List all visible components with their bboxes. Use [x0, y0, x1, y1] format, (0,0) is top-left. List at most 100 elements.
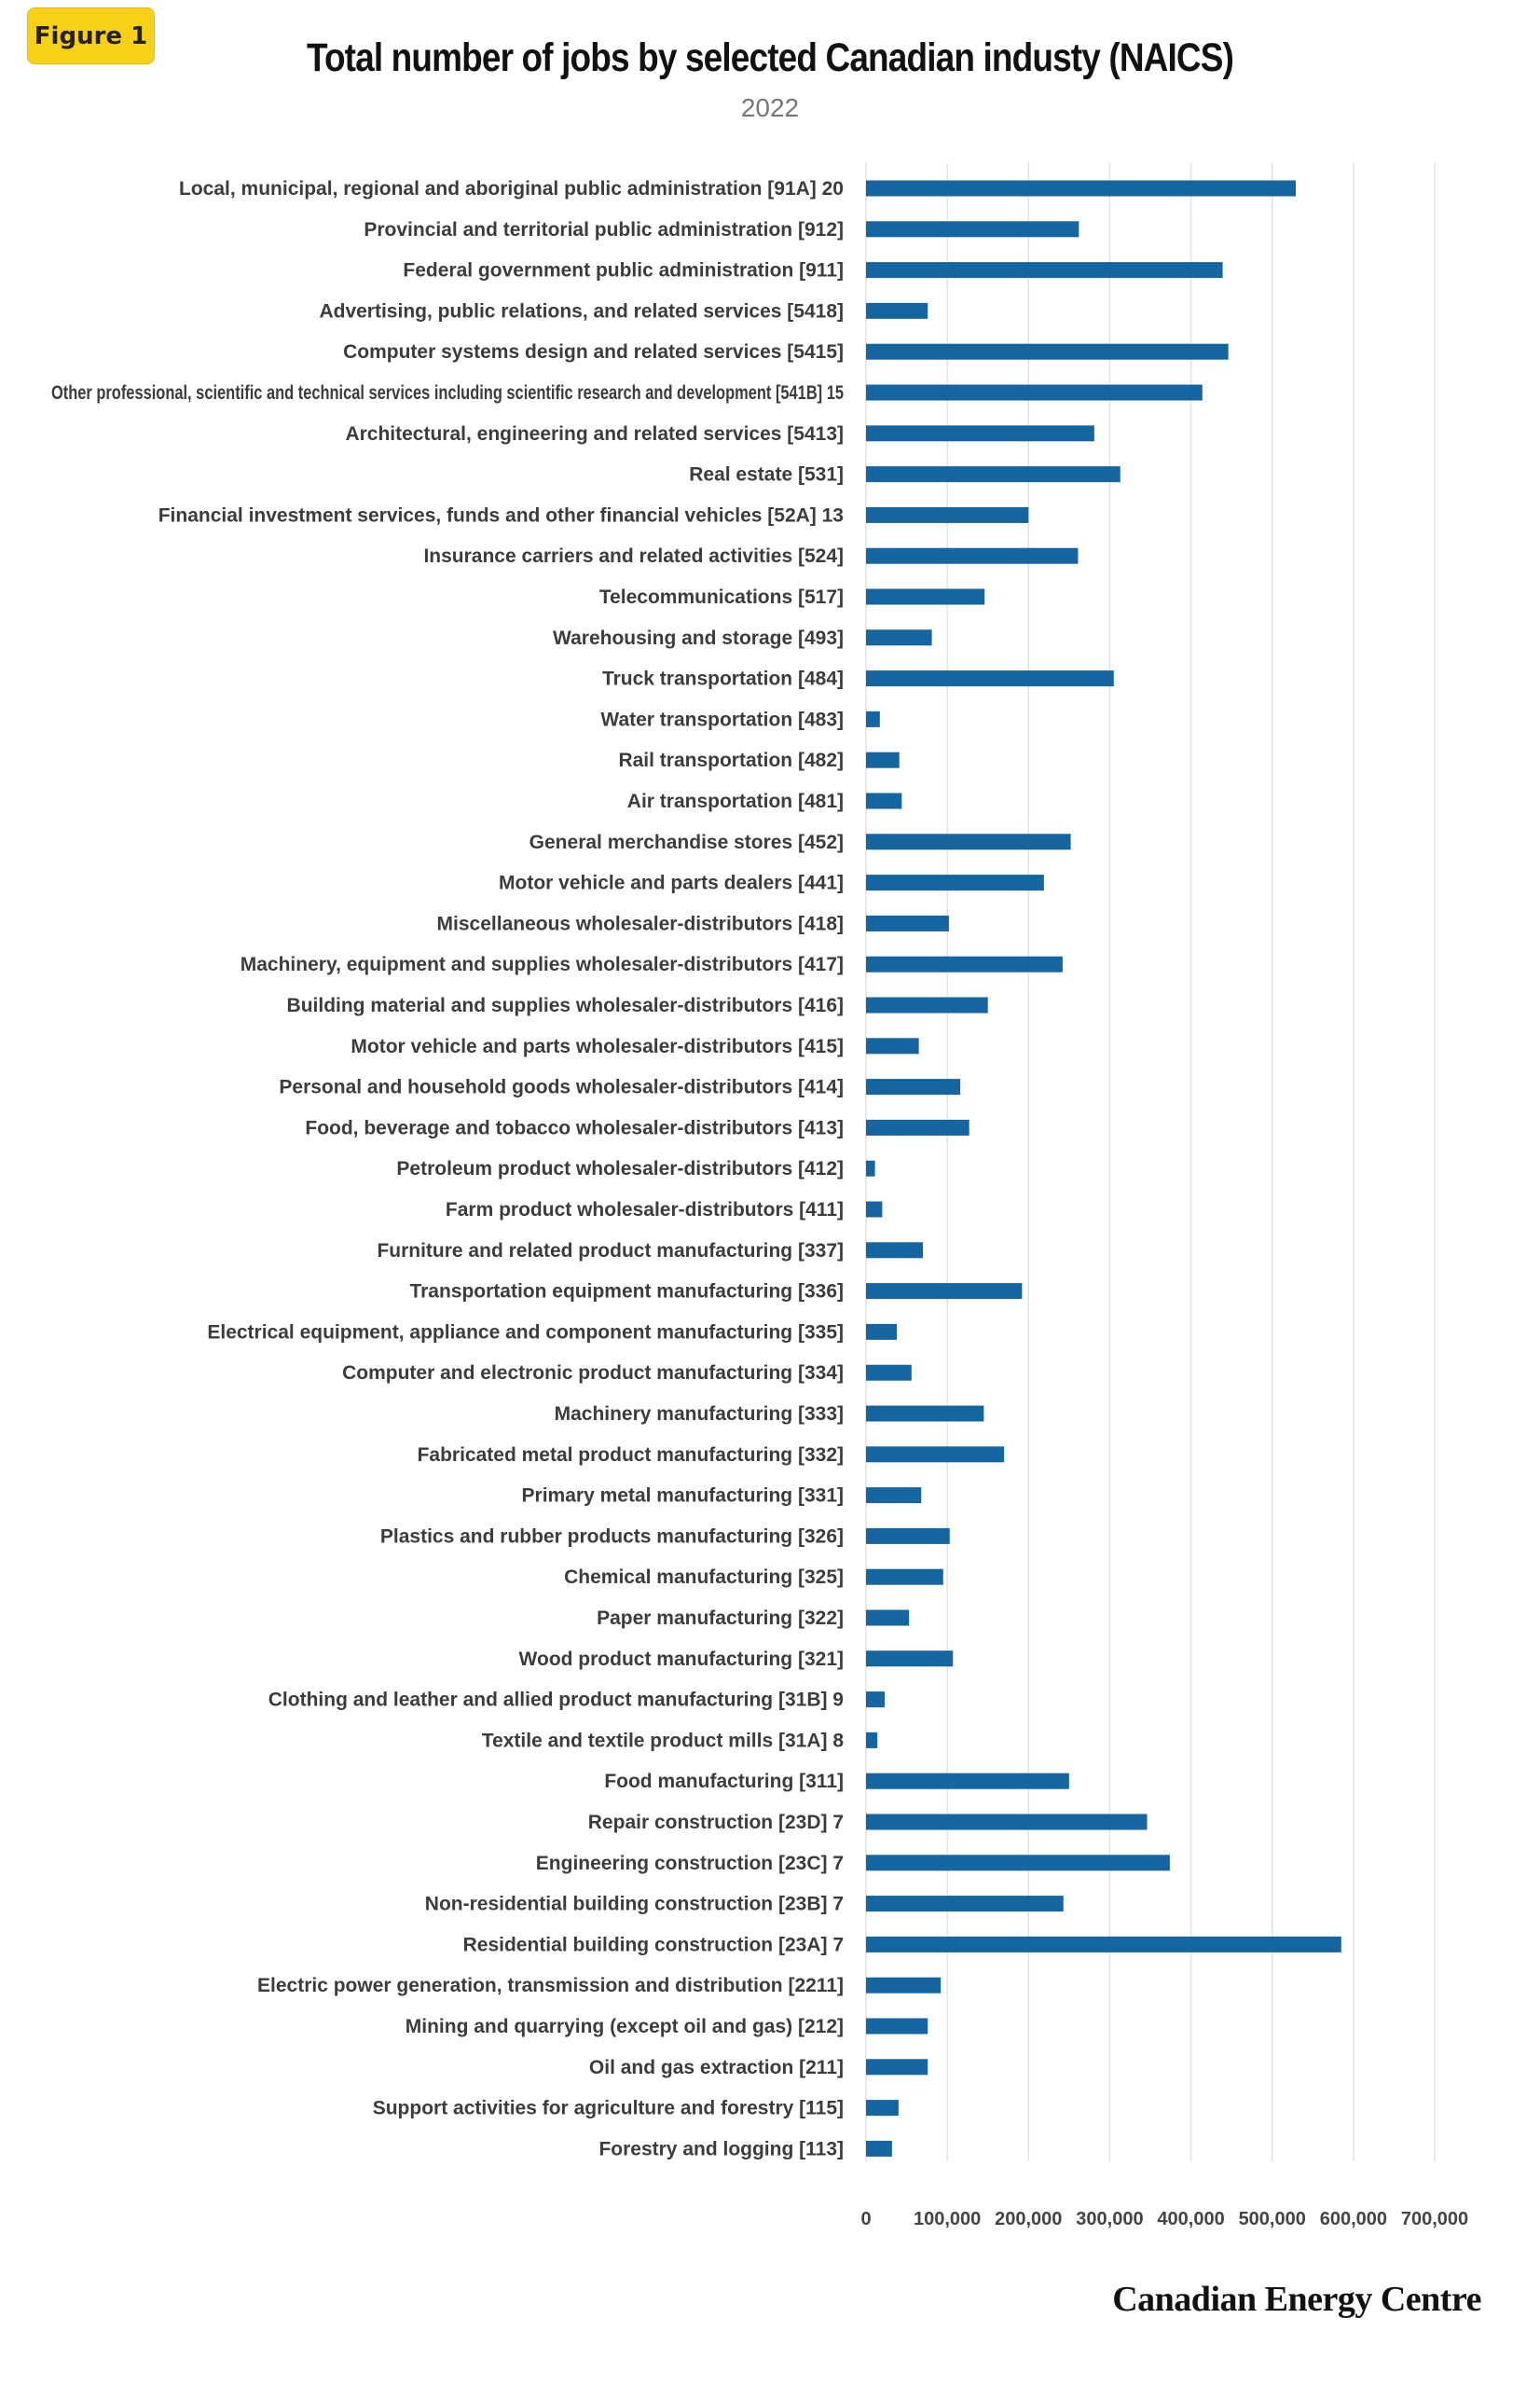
category-label: Warehousing and storage [493]: [553, 628, 844, 649]
bar: [866, 793, 902, 809]
bar: [866, 1405, 984, 1422]
category-label: Insurance carriers and related activitie…: [423, 545, 844, 567]
bar: [866, 1814, 1148, 1830]
category-label: Machinery manufacturing [333]: [555, 1403, 844, 1425]
category-label: Architectural, engineering and related s…: [345, 423, 844, 445]
bar: [866, 466, 1121, 483]
category-label: Federal government public administration…: [403, 260, 844, 282]
bar: [866, 956, 1063, 973]
bar: [866, 1283, 1023, 1300]
bar: [866, 1936, 1341, 1952]
bar: [866, 1896, 1064, 1912]
bar: [866, 711, 880, 727]
bar: [866, 1650, 954, 1667]
category-label: Mining and quarrying (except oil and gas…: [406, 2016, 844, 2037]
category-label: Computer and electronic product manufact…: [342, 1362, 844, 1384]
category-label: Non-residential building construction [2…: [425, 1894, 844, 1915]
category-label: Fabricated metal product manufacturing […: [418, 1444, 844, 1466]
category-label: General merchandise stores [452]: [529, 832, 844, 853]
category-label: Clothing and leather and allied product …: [268, 1690, 844, 1711]
bar: [866, 1977, 942, 1994]
category-label: Repair construction [23D] 7: [588, 1812, 844, 1833]
category-label: Motor vehicle and parts dealers [441]: [499, 873, 844, 894]
bar: [866, 1038, 919, 1055]
category-label: Electric power generation, transmission …: [257, 1975, 844, 1996]
category-label: Textile and textile product mills [31A] …: [482, 1730, 845, 1751]
x-tick-label: 500,000: [1239, 2209, 1306, 2229]
bar: [866, 1160, 875, 1177]
bar: [866, 2018, 928, 2035]
category-label: Telecommunications [517]: [599, 586, 844, 608]
bar: [866, 1609, 910, 1626]
category-label: Personal and household goods wholesaler-…: [279, 1077, 844, 1098]
bar: [866, 2140, 892, 2157]
bar: [866, 425, 1094, 442]
bar: [866, 1201, 883, 1218]
category-label: Rail transportation [482]: [618, 750, 844, 771]
bar: [866, 506, 1029, 523]
chart-subtitle: 2022: [740, 93, 800, 122]
category-label: Food, beverage and tobacco wholesaler-di…: [305, 1117, 844, 1138]
bar: [866, 1119, 969, 1136]
category-label: Computer systems design and related serv…: [343, 341, 844, 363]
category-label: Petroleum product wholesaler-distributor…: [396, 1158, 844, 1180]
category-label: Machinery, equipment and supplies wholes…: [241, 954, 844, 975]
x-tick-label: 400,000: [1157, 2209, 1224, 2229]
bar: [866, 547, 1079, 564]
bar: [866, 1568, 943, 1585]
bar: [866, 2059, 928, 2076]
bar: [866, 180, 1296, 197]
category-label: Truck transportation [484]: [602, 669, 844, 690]
x-tick-label: 0: [860, 2209, 871, 2229]
x-tick-label: 100,000: [914, 2209, 981, 2229]
category-label: Electrical equipment, appliance and comp…: [207, 1321, 844, 1343]
bar: [866, 1079, 961, 1096]
bar: [866, 1855, 1170, 1871]
x-tick-label: 200,000: [995, 2209, 1062, 2229]
bar: [866, 1242, 923, 1259]
bar: [866, 1487, 922, 1504]
category-label: Farm product wholesaler-distributors [41…: [446, 1199, 844, 1221]
category-label: Forestry and logging [113]: [598, 2138, 844, 2159]
x-tick-label: 600,000: [1320, 2209, 1387, 2229]
category-label: Engineering construction [23C] 7: [536, 1853, 844, 1874]
x-tick-labels: 0 100,000 200,000 300,000 400,000 500,000 600,…: [860, 2209, 1468, 2229]
bar: [866, 1323, 898, 1340]
category-label: Water transportation [483]: [600, 709, 844, 730]
category-label: Furniture and related product manufactur…: [377, 1240, 844, 1262]
category-label: Air transportation [481]: [627, 791, 844, 812]
category-label: Primary metal manufacturing [331]: [522, 1485, 844, 1507]
bar: [866, 384, 1203, 401]
bar-chart: Local, municipal, regional and aborigina…: [51, 163, 1468, 2229]
bar: [866, 1691, 886, 1708]
bar: [866, 588, 985, 605]
bar: [866, 1527, 950, 1544]
bar: [866, 221, 1079, 238]
category-label: Food manufacturing [311]: [604, 1771, 844, 1792]
bars: [866, 180, 1341, 2157]
category-label: Residential building construction [23A] …: [463, 1934, 844, 1955]
bar: [866, 302, 928, 319]
bar: [866, 752, 900, 768]
category-label: Motor vehicle and parts wholesaler-distr…: [351, 1036, 844, 1057]
category-label: Oil and gas extraction [211]: [589, 2057, 844, 2078]
x-tick-label: 300,000: [1076, 2209, 1143, 2229]
bar: [866, 1364, 912, 1381]
bar: [866, 670, 1114, 687]
category-label: Plastics and rubber products manufacturi…: [380, 1525, 844, 1547]
category-label: Chemical manufacturing [325]: [564, 1566, 844, 1588]
bar: [866, 1446, 1005, 1463]
category-label: Paper manufacturing [322]: [597, 1607, 844, 1629]
chart-title: Total number of jobs by selected Canadia…: [306, 35, 1234, 80]
brand-logo: Canadian Energy Centre: [1112, 2280, 1481, 2319]
bar: [866, 915, 949, 931]
bar: [866, 834, 1071, 850]
bar: [866, 1732, 878, 1748]
category-label: Other professional, scientific and techn…: [51, 382, 844, 404]
bar: [866, 629, 932, 646]
category-label: Wood product manufacturing [321]: [519, 1649, 844, 1670]
category-label: Real estate [531]: [689, 464, 844, 486]
bar: [866, 343, 1229, 360]
category-label: Financial investment services, funds and…: [158, 504, 844, 526]
bar: [866, 2100, 899, 2117]
